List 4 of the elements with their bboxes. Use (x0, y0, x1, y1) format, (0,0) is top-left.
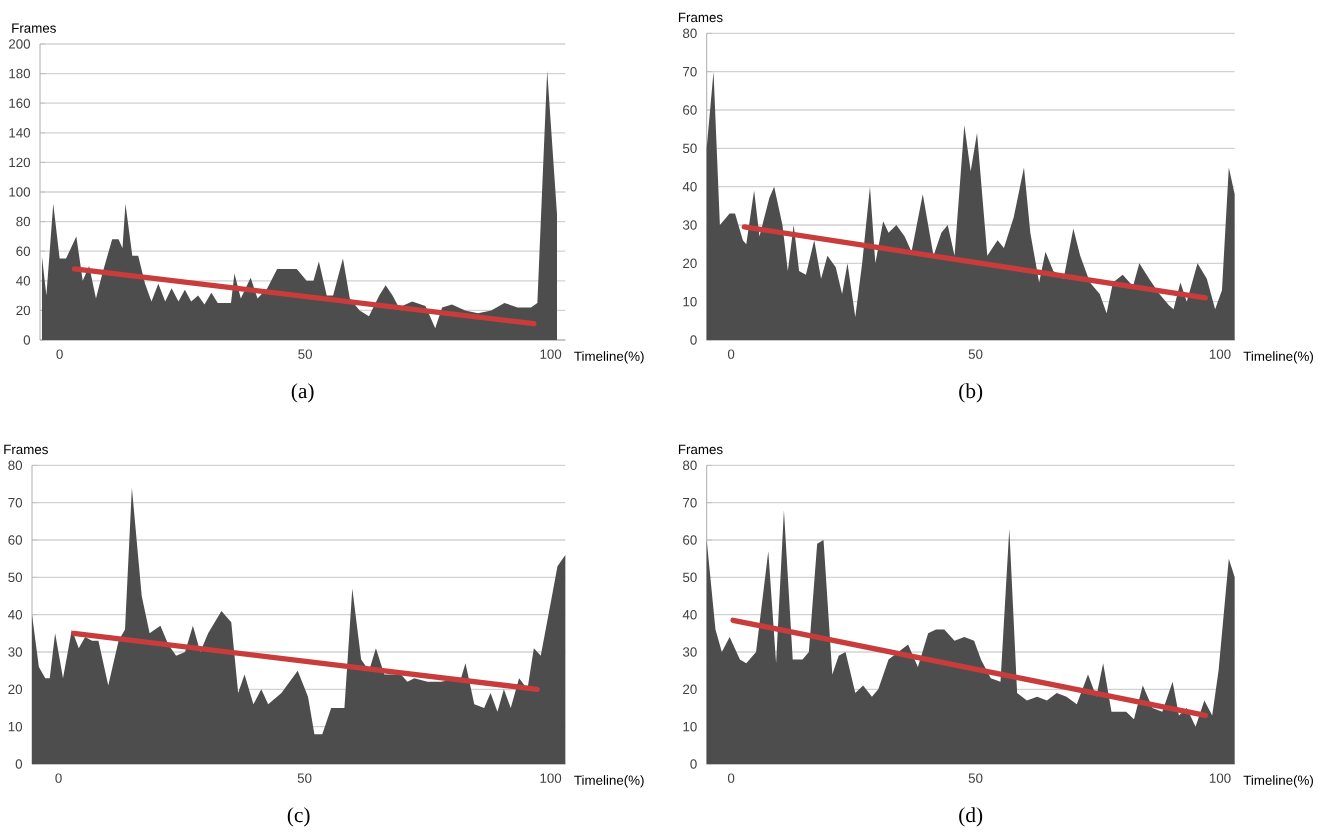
text: (b) (959, 383, 983, 403)
text: (a) (291, 383, 314, 403)
text: (c) (287, 807, 310, 827)
text: (d) (959, 807, 983, 827)
